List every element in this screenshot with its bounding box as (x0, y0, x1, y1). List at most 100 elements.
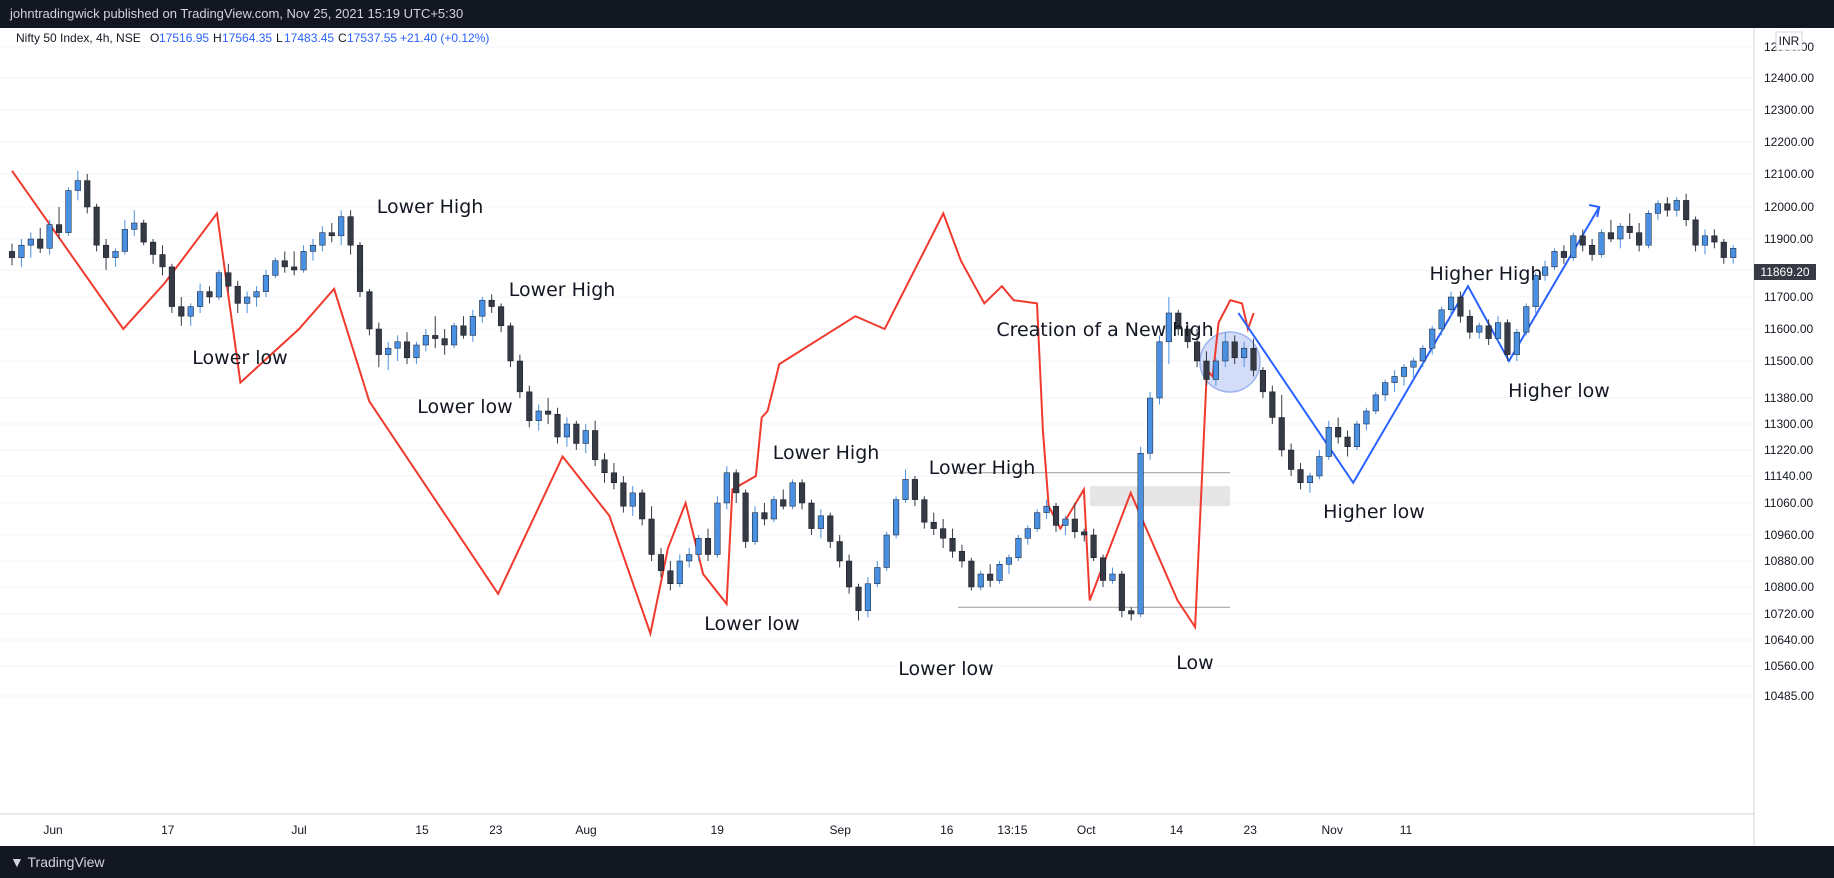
candle-body (554, 414, 561, 438)
candle-body (1466, 315, 1473, 333)
candle-body (197, 291, 204, 307)
candle-body (714, 502, 721, 555)
candle-body (300, 251, 307, 271)
chart[interactable]: Lower low Lower High Lower low Lower High Lo… (0, 28, 1834, 846)
y-tick-label: 12000.00 (1764, 200, 1814, 214)
candle-body (234, 285, 241, 304)
annotation-label: Lower High (773, 442, 880, 464)
candle-body (1382, 382, 1389, 396)
candle-body (1052, 505, 1060, 526)
candle-body (1400, 366, 1408, 377)
bull-zigzag-path (1237, 206, 1601, 485)
legend-open: 17516.95 (159, 31, 209, 45)
candle-body (1579, 235, 1586, 246)
candle-body (1250, 347, 1257, 371)
candle-body (1259, 370, 1266, 393)
candle-body (206, 291, 213, 298)
candle-body (1109, 573, 1116, 581)
candle-body (394, 341, 401, 349)
candle-body (168, 266, 175, 307)
candle-body (8, 251, 16, 258)
candle-body (629, 492, 636, 507)
candle-body (1391, 376, 1398, 383)
candle-body (733, 472, 740, 494)
y-tick-label: 10880.00 (1764, 554, 1814, 568)
candle-body (1654, 203, 1661, 214)
bull-arrow-head (1589, 204, 1601, 218)
candle-body (1156, 341, 1163, 399)
candle-body (1043, 505, 1050, 513)
candle-body (883, 534, 890, 568)
candle-body (1636, 232, 1643, 246)
candle-body (451, 325, 458, 346)
candle-body (319, 232, 326, 246)
candle-body (178, 306, 185, 317)
candle-body (1673, 200, 1680, 211)
candle-body (676, 560, 683, 584)
candle-body (1184, 328, 1191, 343)
currency-box[interactable] (1775, 31, 1803, 51)
candle-body (1589, 244, 1596, 255)
x-tick-label: 14 (1170, 823, 1184, 837)
y-tick-label: 12400.00 (1764, 71, 1814, 85)
candle-body (770, 499, 777, 520)
y-tick-label: 11140.00 (1764, 469, 1813, 483)
chart-background (0, 28, 1834, 846)
candle-body (1222, 341, 1229, 362)
candle-body (1062, 518, 1069, 526)
annotation-label: Lower low (898, 658, 993, 680)
candle-body (780, 499, 787, 507)
candle-body (413, 344, 420, 359)
candle-body (1231, 341, 1238, 359)
candle-body (215, 272, 222, 298)
candle-body (1476, 325, 1483, 333)
candle-body (37, 238, 44, 249)
candle-body (1372, 394, 1379, 412)
candle-body (1711, 235, 1718, 243)
candle-body (1034, 512, 1041, 529)
candle-body (958, 551, 965, 562)
candle-body (159, 254, 166, 268)
x-tick-label: 23 (1244, 823, 1258, 837)
candle-body (1626, 225, 1633, 233)
candle-body (244, 296, 251, 304)
candle-body (836, 541, 843, 562)
candle-body (1617, 225, 1624, 240)
candle-body (1081, 531, 1088, 536)
candle-body (1194, 341, 1201, 362)
x-tick-label: 13:15 (997, 823, 1027, 837)
x-tick-label: 11 (1400, 823, 1413, 837)
tradingview-logo-icon: ▼ (10, 854, 24, 870)
y-tick-label: 10960.00 (1764, 528, 1814, 542)
y-tick-label: 11500.00 (1764, 354, 1813, 368)
time-axis[interactable]: Jun 17 Jul 15 23 Aug 19 Sep 16 13:15 Oct 14 23 Nov 11 (43, 823, 1412, 837)
candle-body (140, 222, 147, 243)
x-tick-label: Aug (575, 823, 596, 837)
candle-body (356, 244, 364, 292)
candle-body (1570, 235, 1577, 258)
annotation-label: Low (1176, 652, 1213, 674)
candle-body (799, 482, 806, 504)
y-tick-label: 12100.00 (1764, 167, 1814, 181)
candle-body (131, 222, 138, 230)
gray-zone (1090, 486, 1230, 507)
candle-body (441, 338, 448, 346)
candle-body (403, 341, 411, 359)
y-tick-label: 11600.00 (1764, 322, 1813, 336)
footer-brand: TradingView (27, 854, 105, 870)
candle-body (1203, 360, 1210, 380)
candle-body (253, 291, 260, 298)
candle-body (1147, 397, 1154, 454)
candle-body (930, 521, 937, 529)
candle-body (723, 472, 730, 504)
candle-body (1645, 213, 1652, 246)
candle-body (1306, 475, 1313, 483)
candle-body (65, 190, 72, 233)
candle-body (563, 423, 570, 438)
x-tick-label: Jun (43, 823, 62, 837)
candle-body (968, 560, 975, 588)
candle-body (150, 241, 157, 255)
y-tick-label: 12200.00 (1764, 135, 1814, 149)
candle-body (1353, 423, 1361, 447)
candle-body (1532, 275, 1539, 307)
